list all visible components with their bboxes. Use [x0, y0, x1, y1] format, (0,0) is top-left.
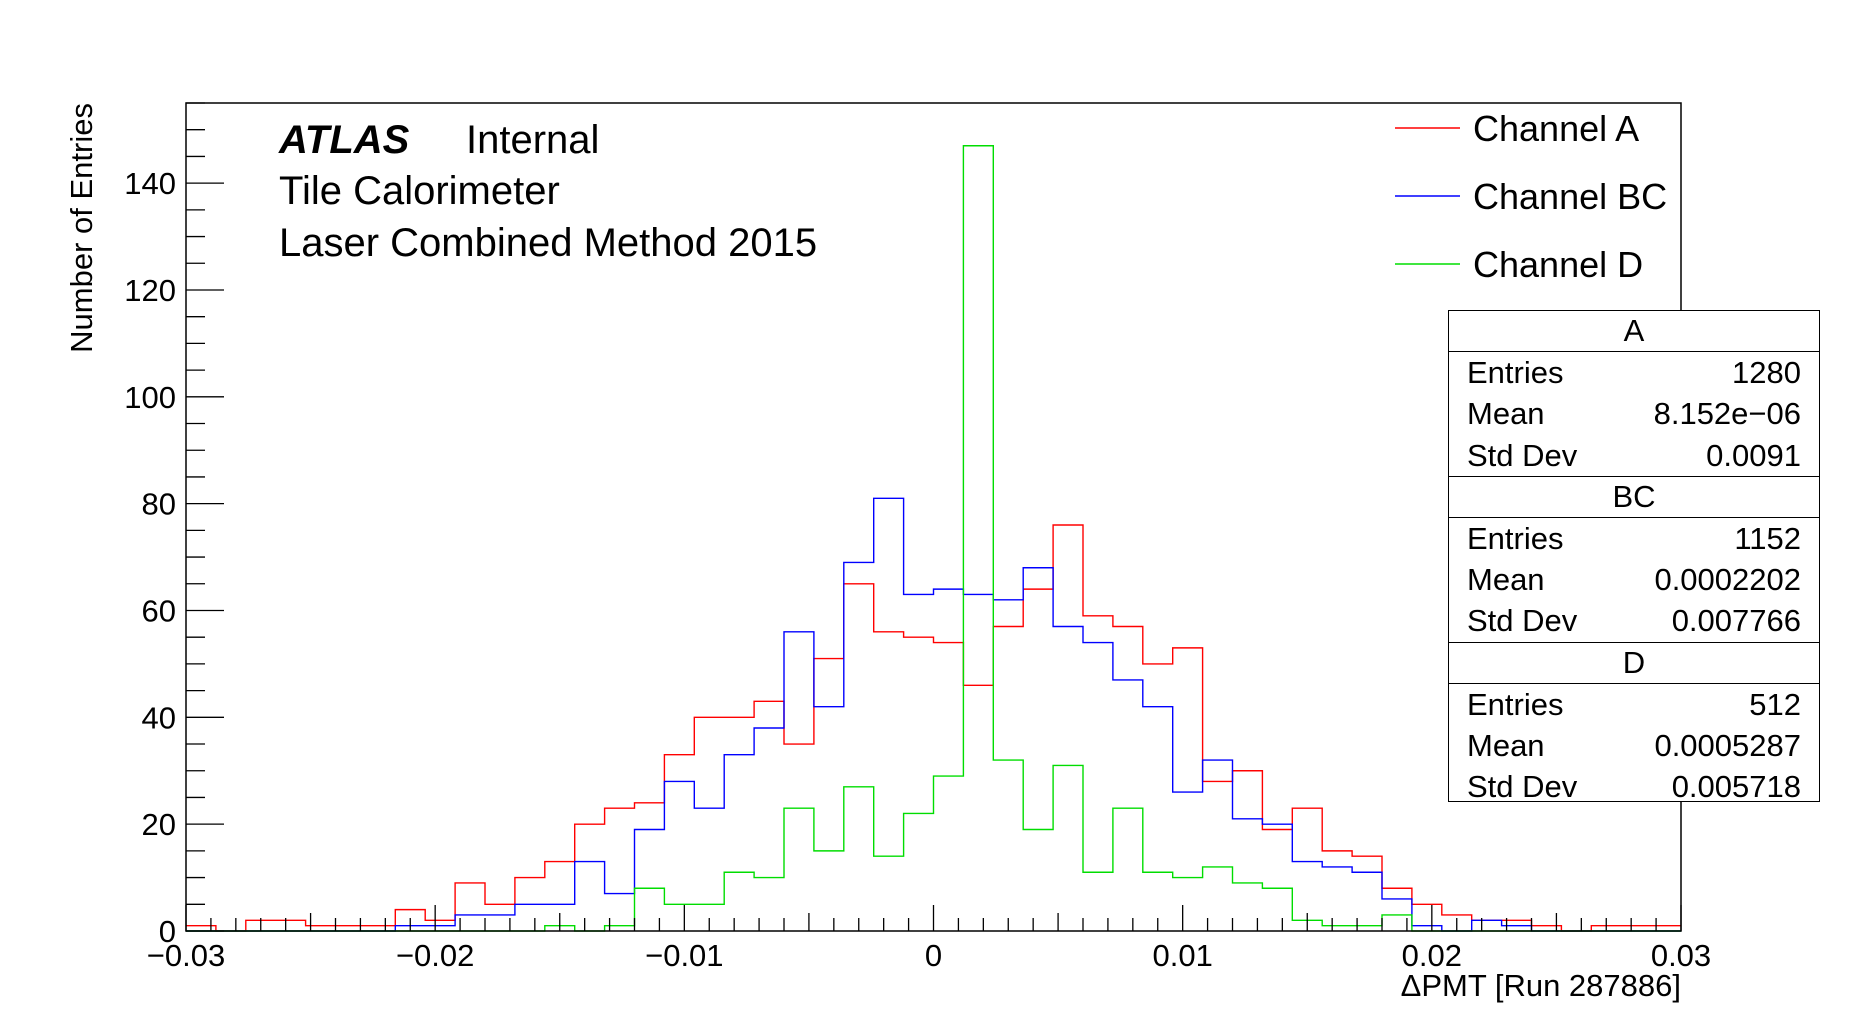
series-line-channel-d — [186, 145, 1681, 932]
internal-label: Internal — [466, 118, 599, 162]
legend: Channel A Channel BC Channel D — [1395, 108, 1667, 285]
x-tick-label: 0.01 — [1152, 938, 1212, 973]
stats-label: Entries — [1467, 686, 1564, 722]
stats-label: Std Dev — [1467, 437, 1578, 473]
stats-row: Entries 1152 — [1449, 518, 1819, 559]
x-tick-label: −0.01 — [645, 938, 723, 973]
atlas-label: ATLAS — [278, 118, 410, 162]
legend-entry: Channel BC — [1473, 176, 1667, 217]
stats-title: BC — [1449, 477, 1819, 518]
stats-value: 0.0005287 — [1654, 728, 1801, 764]
y-tick-label: 80 — [142, 487, 176, 522]
stats-section-bc: BC Entries 1152 Mean 0.0002202 Std Dev 0.00… — [1449, 477, 1819, 643]
stats-row: Std Dev 0.0091 — [1449, 435, 1819, 476]
y-tick-label: 40 — [142, 700, 176, 735]
annotation-line2: Tile Calorimeter — [279, 169, 560, 213]
tick-labels: −0.03 −0.02 −0.01 0 0.01 0.02 0.03 0 20 40 60 80 100… — [124, 166, 1711, 973]
y-tick-label: 0 — [159, 914, 176, 949]
x-tick-label: 0.03 — [1651, 938, 1711, 973]
stats-title: D — [1449, 643, 1819, 684]
series-layer — [186, 145, 1681, 932]
x-tick-label: 0.02 — [1402, 938, 1462, 973]
x-tick-label: −0.02 — [396, 938, 474, 973]
stats-value: 0.005718 — [1671, 769, 1801, 805]
y-tick-label: 60 — [142, 593, 176, 628]
stats-label: Mean — [1467, 396, 1545, 432]
x-tick-label: 0 — [925, 938, 942, 973]
stats-label: Mean — [1467, 728, 1545, 764]
y-axis-label: Number of Entries — [64, 103, 99, 353]
stats-value: 1280 — [1732, 355, 1801, 390]
stats-value: 0.0091 — [1706, 437, 1801, 473]
stats-section-d: D Entries 512 Mean 0.0005287 Std Dev 0.0057… — [1449, 643, 1819, 808]
stats-section-a: A Entries 1280 Mean 8.152e−06 Std Dev 0.009… — [1449, 311, 1819, 477]
stats-row: Mean 0.0005287 — [1449, 725, 1819, 766]
y-tick-label: 120 — [124, 273, 176, 308]
stats-value: 8.152e−06 — [1653, 396, 1801, 432]
stats-row: Entries 1280 — [1449, 352, 1819, 393]
stats-value: 1152 — [1734, 520, 1801, 556]
stats-title: A — [1449, 311, 1819, 352]
stats-row: Mean 0.0002202 — [1449, 559, 1819, 600]
legend-entry: Channel D — [1473, 244, 1643, 285]
stats-label: Std Dev — [1467, 769, 1578, 805]
stats-value: 0.007766 — [1671, 603, 1801, 639]
stats-label: Mean — [1467, 562, 1545, 598]
stats-label: Entries — [1467, 520, 1564, 556]
stats-row: Std Dev 0.007766 — [1449, 600, 1819, 641]
stats-label: Entries — [1467, 355, 1564, 390]
series-line-channel-a — [186, 524, 1681, 932]
x-tick-label: −0.03 — [147, 938, 225, 973]
stats-box: A Entries 1280 Mean 8.152e−06 Std Dev 0.009… — [1448, 310, 1820, 804]
y-tick-label: 100 — [124, 380, 176, 415]
stats-label: Std Dev — [1467, 603, 1578, 639]
stats-value: 0.0002202 — [1654, 562, 1801, 598]
legend-entry: Channel A — [1473, 108, 1639, 149]
stats-row: Mean 8.152e−06 — [1449, 393, 1819, 434]
stats-row: Std Dev 0.005718 — [1449, 766, 1819, 807]
stats-row: Entries 512 — [1449, 684, 1819, 725]
y-tick-label: 20 — [142, 807, 176, 842]
ticks-layer — [185, 102, 1682, 932]
x-axis-label: ΔPMT [Run 287886] — [1401, 968, 1681, 1003]
annotation-line3: Laser Combined Method 2015 — [279, 221, 817, 265]
stats-value: 512 — [1749, 686, 1801, 722]
y-tick-label: 140 — [124, 166, 176, 201]
